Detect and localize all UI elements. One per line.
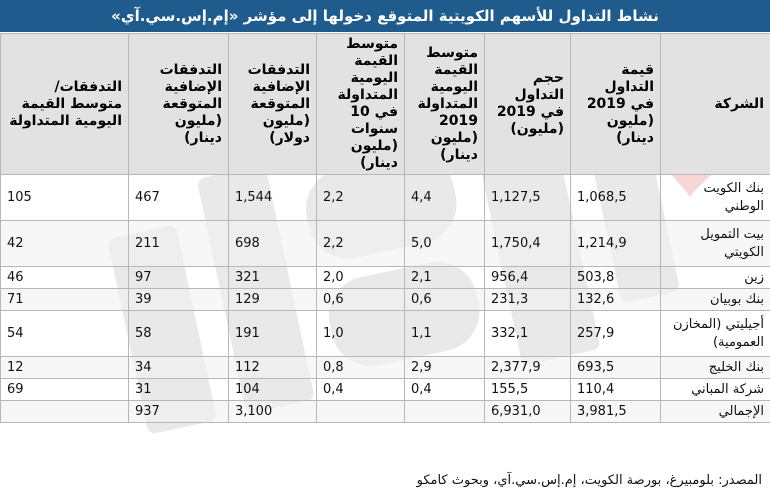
trading-value-cell: 1,068,5 [570, 174, 661, 221]
flows-usd-cell: 3,100 [228, 400, 317, 423]
company-cell: بيت التمويل الكويتي [660, 220, 770, 267]
flows-kwd-cell: 58 [128, 310, 229, 357]
company-cell: شركة المباني [660, 378, 770, 401]
total-row: الإجمالي 3,981,5 6,931,0 3,100 937 [0, 400, 770, 423]
flows-ratio-cell: 71 [0, 288, 129, 311]
avg-daily-10y-cell: 2,0 [316, 266, 405, 289]
table-row: أجيليتي (المخازن العمومية) 257,9 332,1 1… [0, 310, 770, 357]
header-trading-volume: حجم التداول في 2019 (مليون) [484, 33, 571, 175]
flows-kwd-cell: 467 [128, 174, 229, 221]
title-text: نشاط التداول للأسهم الكويتية المتوقع دخو… [111, 7, 659, 25]
table-row: بيت التمويل الكويتي 1,214,9 1,750,4 5,0 … [0, 220, 770, 267]
avg-daily-10y-cell: 0,6 [316, 288, 405, 311]
table-row: شركة المباني 110,4 155,5 0,4 0,4 104 31 … [0, 378, 770, 401]
flows-usd-cell: 112 [228, 356, 317, 379]
flows-usd-cell: 129 [228, 288, 317, 311]
avg-daily-2019-cell: 5,0 [404, 220, 485, 267]
flows-ratio-cell: 69 [0, 378, 129, 401]
flows-usd-cell: 104 [228, 378, 317, 401]
table-row: بنك الكويت الوطني 1,068,5 1,127,5 4,4 2,… [0, 174, 770, 221]
header-row: الشركة قيمة التداول في 2019 (مليون دينار… [0, 33, 770, 175]
avg-daily-10y-cell: 2,2 [316, 220, 405, 267]
avg-daily-10y-cell: 0,8 [316, 356, 405, 379]
flows-ratio-cell: 54 [0, 310, 129, 357]
flows-kwd-cell: 937 [128, 400, 229, 423]
header-flows-ratio: التدفقات/ متوسط القيمة اليومية المتداولة [0, 33, 129, 175]
avg-daily-2019-cell [404, 400, 485, 423]
company-cell: بنك بوبيان [660, 288, 770, 311]
trading-volume-cell: 1,750,4 [484, 220, 571, 267]
header-avg-daily-10y: متوسط القيمة اليومية المتداولة في 10 سنو… [316, 33, 405, 175]
avg-daily-10y-cell: 0,4 [316, 378, 405, 401]
avg-daily-2019-cell: 1,1 [404, 310, 485, 357]
flows-usd-cell: 1,544 [228, 174, 317, 221]
flows-usd-cell: 321 [228, 266, 317, 289]
header-company: الشركة [660, 33, 770, 175]
flows-kwd-cell: 97 [128, 266, 229, 289]
avg-daily-2019-cell: 0,6 [404, 288, 485, 311]
avg-daily-2019-cell: 2,9 [404, 356, 485, 379]
flows-usd-cell: 698 [228, 220, 317, 267]
trading-volume-cell: 332,1 [484, 310, 571, 357]
header-avg-daily-2019: متوسط القيمة اليومية المتداولة 2019 (ملي… [404, 33, 485, 175]
flows-ratio-cell: 12 [0, 356, 129, 379]
flows-ratio-cell: 105 [0, 174, 129, 221]
trading-value-cell: 1,214,9 [570, 220, 661, 267]
company-cell: بنك الكويت الوطني [660, 174, 770, 221]
flows-usd-cell: 191 [228, 310, 317, 357]
avg-daily-10y-cell [316, 400, 405, 423]
flows-kwd-cell: 39 [128, 288, 229, 311]
trading-volume-cell: 231,3 [484, 288, 571, 311]
trading-activity-table: الشركة قيمة التداول في 2019 (مليون دينار… [0, 33, 770, 423]
trading-volume-cell: 6,931,0 [484, 400, 571, 423]
flows-ratio-cell: 46 [0, 266, 129, 289]
table-row: بنك بوبيان 132,6 231,3 0,6 0,6 129 39 71 [0, 288, 770, 311]
company-cell: بنك الخليج [660, 356, 770, 379]
header-flows-usd: التدفقات الإضافية المتوقعة (مليون دولار) [228, 33, 317, 175]
trading-value-cell: 132,6 [570, 288, 661, 311]
header-trading-value: قيمة التداول في 2019 (مليون دينار) [570, 33, 661, 175]
total-label-cell: الإجمالي [660, 400, 770, 423]
trading-value-cell: 257,9 [570, 310, 661, 357]
flows-ratio-cell [0, 400, 129, 423]
trading-volume-cell: 956,4 [484, 266, 571, 289]
table-title: نشاط التداول للأسهم الكويتية المتوقع دخو… [0, 0, 770, 32]
avg-daily-10y-cell: 1,0 [316, 310, 405, 357]
table-row: زين 503,8 956,4 2,1 2,0 321 97 46 [0, 266, 770, 289]
flows-kwd-cell: 34 [128, 356, 229, 379]
trading-volume-cell: 155,5 [484, 378, 571, 401]
company-cell: أجيليتي (المخازن العمومية) [660, 310, 770, 357]
avg-daily-2019-cell: 4,4 [404, 174, 485, 221]
header-flows-kwd: التدفقات الإضافية المتوقعة (مليون دينار) [128, 33, 229, 175]
trading-volume-cell: 1,127,5 [484, 174, 571, 221]
flows-ratio-cell: 42 [0, 220, 129, 267]
trading-volume-cell: 2,377,9 [484, 356, 571, 379]
flows-kwd-cell: 211 [128, 220, 229, 267]
trading-value-cell: 110,4 [570, 378, 661, 401]
flows-kwd-cell: 31 [128, 378, 229, 401]
company-cell: زين [660, 266, 770, 289]
table-row: بنك الخليج 693,5 2,377,9 2,9 0,8 112 34 … [0, 356, 770, 379]
trading-value-cell: 3,981,5 [570, 400, 661, 423]
trading-value-cell: 693,5 [570, 356, 661, 379]
avg-daily-10y-cell: 2,2 [316, 174, 405, 221]
avg-daily-2019-cell: 0,4 [404, 378, 485, 401]
trading-value-cell: 503,8 [570, 266, 661, 289]
avg-daily-2019-cell: 2,1 [404, 266, 485, 289]
source-note: المصدر: بلومبيرغ، بورصة الكويت، إم.إس.سي… [416, 473, 762, 488]
